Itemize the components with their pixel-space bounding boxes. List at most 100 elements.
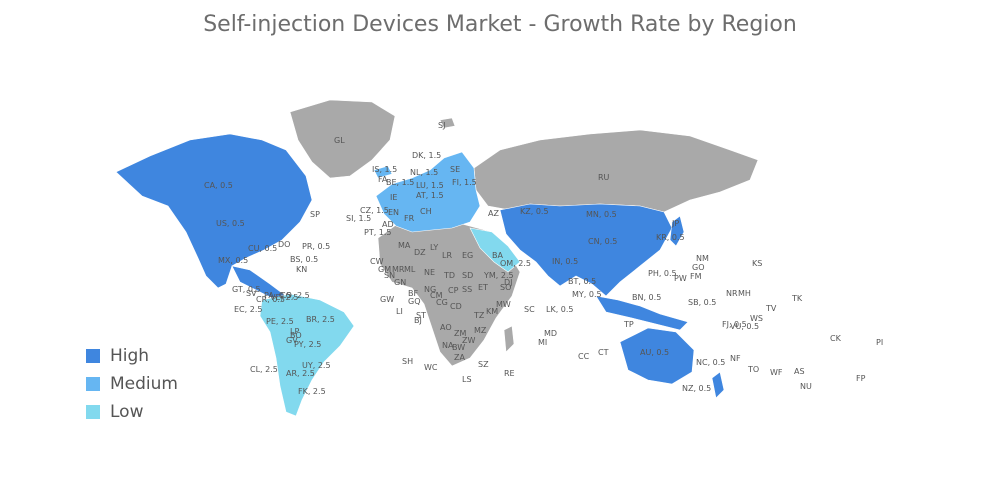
region-label: CZ, 1.5: [360, 206, 389, 215]
madagascar[interactable]: [503, 325, 515, 353]
region-label: PE, 2.5: [266, 317, 294, 326]
region-label: CC: [578, 352, 590, 361]
region-label: WC: [424, 363, 438, 372]
region-label: SE: [450, 165, 460, 174]
australia[interactable]: [619, 327, 695, 385]
region-label: FI, 1.5: [452, 178, 477, 187]
region-label: MY, 0.5: [572, 290, 602, 299]
region-label: TD: [443, 271, 455, 280]
region-label: MZ: [474, 326, 487, 335]
region-label: SP: [310, 210, 320, 219]
region-label: MD: [544, 329, 557, 338]
region-label: OM, 2.5: [500, 259, 531, 268]
region-label: TP: [623, 320, 634, 329]
legend-swatch-high: [86, 349, 100, 363]
region-label: ZA: [454, 353, 465, 362]
region-label: CH: [420, 207, 432, 216]
region-label: AO: [440, 323, 452, 332]
region-label: SV: [246, 289, 257, 298]
region-label: NL, 1.5: [410, 168, 438, 177]
region-label: ET: [478, 283, 488, 292]
region-label: GN: [394, 278, 406, 287]
japan[interactable]: [669, 215, 685, 247]
region-label: AU, 0.5: [640, 348, 669, 357]
region-label: IS, 1.5: [372, 165, 397, 174]
region-label: BR, 2.5: [306, 315, 335, 324]
region-label: BS, 0.5: [290, 255, 318, 264]
legend: High Medium Low: [86, 342, 178, 426]
region-label: MX, 0.5: [218, 256, 248, 265]
region-label: JP: [671, 219, 679, 228]
region-label: MW: [496, 300, 511, 309]
region-label: PT, 1.5: [364, 228, 392, 237]
region-label: TZ: [473, 311, 485, 320]
region-label: CO, 2.5: [280, 291, 310, 300]
region-label: FK, 2.5: [298, 387, 326, 396]
north-america[interactable]: [115, 133, 313, 289]
map-title: Self-injection Devices Market - Growth R…: [203, 12, 797, 37]
region-label: SI, 1.5: [346, 214, 371, 223]
region-label: SS: [462, 285, 472, 294]
svalbard[interactable]: [439, 117, 456, 129]
region-label: MH: [738, 289, 751, 298]
region-label: UY, 2.5: [302, 361, 331, 370]
region-label: RU: [598, 173, 610, 182]
region-label: LK, 0.5: [546, 305, 574, 314]
region-label: GL: [334, 136, 345, 145]
region-label: CP: [448, 286, 459, 295]
region-label: LP: [290, 327, 299, 336]
middle-east[interactable]: [469, 227, 521, 273]
region-label: DO: [278, 240, 290, 249]
region-label: SJ: [438, 121, 445, 130]
region-label: ML: [404, 265, 416, 274]
legend-item-medium[interactable]: Medium: [86, 370, 178, 398]
region-label: TO: [747, 365, 759, 374]
new-zealand[interactable]: [711, 371, 725, 399]
region-label: IN, 0.5: [552, 257, 578, 266]
legend-label-high: High: [110, 346, 150, 366]
region-label: BE, 1.5: [386, 178, 414, 187]
legend-swatch-low: [86, 405, 100, 419]
greenland[interactable]: [289, 99, 396, 179]
region-label: SB, 0.5: [688, 298, 716, 307]
region-label: KS: [752, 259, 762, 268]
region-label: ZW: [462, 336, 475, 345]
region-label: CK: [830, 334, 842, 343]
region-label: WF: [770, 368, 783, 377]
region-label: SZ: [478, 360, 489, 369]
region-label: GO: [692, 263, 705, 272]
region-label: IE: [390, 193, 397, 202]
low-growth-regions: [259, 227, 521, 417]
region-label: NR: [726, 289, 738, 298]
region-labels: GL SJ IS, 1.5 DK, 1.5 NL, 1.5 BE, 1.5 LU…: [204, 121, 883, 396]
region-label: PA, 0.5: [264, 291, 292, 300]
region-label: ZM: [454, 329, 466, 338]
region-label: KZ, 0.5: [520, 207, 549, 216]
region-label: FA: [378, 175, 388, 184]
region-label: PH, 0.5: [648, 269, 677, 278]
region-label: WS: [750, 314, 763, 323]
legend-item-high[interactable]: High: [86, 342, 178, 370]
europe[interactable]: [375, 151, 481, 233]
asia-high[interactable]: [499, 203, 673, 297]
region-label: CA, 0.5: [204, 181, 233, 190]
region-label: NZ, 0.5: [682, 384, 711, 393]
legend-item-low[interactable]: Low: [86, 398, 178, 426]
region-label: GM: [378, 265, 391, 274]
southeast-asia[interactable]: [595, 295, 689, 331]
region-label: KM: [486, 307, 498, 316]
region-label: US, 0.5: [216, 219, 245, 228]
region-label: AD: [382, 220, 394, 229]
region-label: DJ: [504, 278, 513, 287]
region-label: PI: [876, 338, 883, 347]
region-label: AZ: [488, 209, 499, 218]
russia-asia[interactable]: [473, 129, 759, 213]
region-label: CU, 0.5: [248, 244, 277, 253]
region-label: AR, 2.5: [286, 369, 315, 378]
south-america[interactable]: [259, 293, 355, 417]
region-label: KN: [296, 265, 307, 274]
region-label: ST: [416, 311, 426, 320]
iceland[interactable]: [373, 165, 393, 179]
region-label: LI: [396, 307, 403, 316]
region-label: SC: [524, 305, 535, 314]
